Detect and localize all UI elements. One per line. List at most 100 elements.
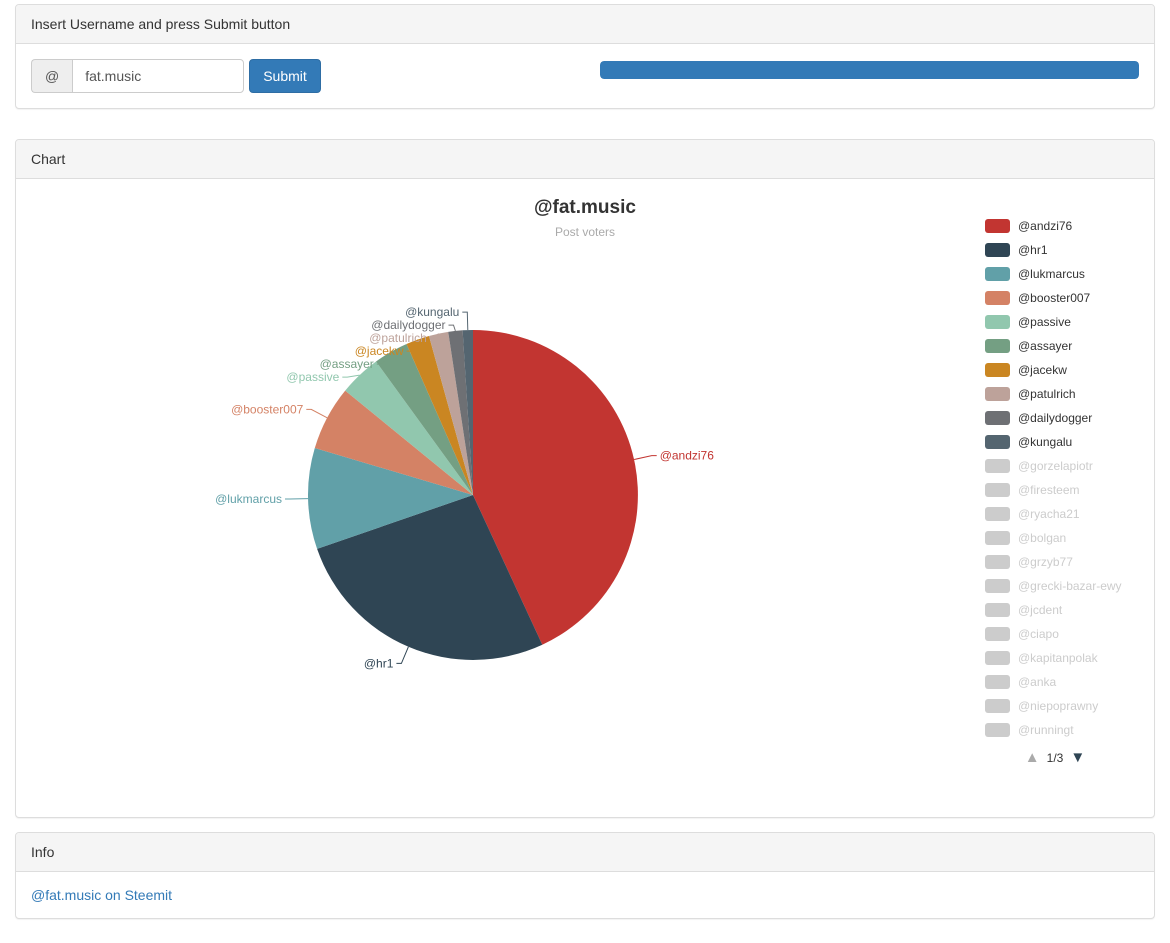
pie-label-line [449, 325, 456, 331]
pie-label: @passive [286, 370, 339, 384]
legend-page-up-icon[interactable]: ▲ [1025, 750, 1040, 765]
username-input-group: @ [31, 59, 244, 93]
legend-item-booster007[interactable]: @booster007 [985, 286, 1155, 310]
legend-item-ryacha21[interactable]: @ryacha21 [985, 502, 1155, 526]
legend-item-grzyb77[interactable]: @grzyb77 [985, 550, 1155, 574]
legend-label: @ciapo [1018, 627, 1059, 641]
legend-label: @kungalu [1018, 435, 1072, 449]
legend-item-passive[interactable]: @passive [985, 310, 1155, 334]
legend-swatch [985, 387, 1010, 401]
legend-swatch [985, 723, 1010, 737]
legend-item-gorzelapiotr[interactable]: @gorzelapiotr [985, 454, 1155, 478]
legend-item-patulrich[interactable]: @patulrich [985, 382, 1155, 406]
chart-panel-body: @fat.music Post voters @andzi76@hr1@lukm… [16, 179, 1154, 817]
pie-label: @assayer [320, 357, 374, 371]
legend-swatch [985, 291, 1010, 305]
progress-bar [600, 61, 1139, 79]
legend-label: @dailydogger [1018, 411, 1092, 425]
legend-label: @hr1 [1018, 243, 1048, 257]
pie-label: @booster007 [231, 402, 304, 416]
pie-label: @lukmarcus [215, 492, 282, 506]
legend-label: @booster007 [1018, 291, 1090, 305]
legend-swatch [985, 459, 1010, 473]
username-input[interactable] [72, 59, 244, 93]
username-panel: Insert Username and press Submit button … [15, 4, 1155, 109]
legend-swatch [985, 627, 1010, 641]
legend-item-assayer[interactable]: @assayer [985, 334, 1155, 358]
legend-page-down-icon[interactable]: ▼ [1070, 750, 1085, 765]
pie-label: @patulrich [369, 331, 427, 345]
legend-swatch [985, 363, 1010, 377]
pie-svg: @andzi76 @hr1 @lukmarcus @booster007 @passiv… [31, 194, 1139, 802]
legend-label: @jcdent [1018, 603, 1062, 617]
username-panel-body: @ Submit [16, 44, 1154, 108]
legend-swatch [985, 675, 1010, 689]
legend-label: @andzi76 [1018, 219, 1072, 233]
legend-swatch [985, 411, 1010, 425]
legend-label: @grecki-bazar-ewy [1018, 579, 1122, 593]
legend-label: @gorzelapiotr [1018, 459, 1093, 473]
at-sign-addon: @ [31, 59, 72, 93]
legend-label: @kapitanpolak [1018, 651, 1098, 665]
pie-label-line [396, 647, 408, 664]
legend-item-jcdent[interactable]: @jcdent [985, 598, 1155, 622]
legend-swatch [985, 315, 1010, 329]
steemit-profile-link[interactable]: @fat.music on Steemit [31, 887, 172, 903]
legend-item-andzi76[interactable]: @andzi76 [985, 214, 1155, 238]
legend-swatch [985, 555, 1010, 569]
username-panel-heading: Insert Username and press Submit button [16, 5, 1154, 44]
legend-label: @ryacha21 [1018, 507, 1080, 521]
legend-label: @passive [1018, 315, 1071, 329]
legend-item-firesteem[interactable]: @firesteem [985, 478, 1155, 502]
legend-item-grecki-bazar-ewy[interactable]: @grecki-bazar-ewy [985, 574, 1155, 598]
legend-item-runningt[interactable]: @runningt [985, 718, 1155, 742]
pie-label-line [462, 312, 468, 330]
legend-swatch [985, 531, 1010, 545]
legend-label: @runningt [1018, 723, 1074, 737]
pie-label-line [342, 375, 359, 377]
info-panel-heading: Info [16, 833, 1154, 872]
legend-pager: ▲ 1/3 ▼ [985, 750, 1125, 765]
legend-swatch [985, 267, 1010, 281]
legend-item-niepoprawny[interactable]: @niepoprawny [985, 694, 1155, 718]
chart-legend: @andzi76 @hr1 @lukmarcus @booster007 @passiv… [985, 214, 1155, 742]
legend-item-bolgan[interactable]: @bolgan [985, 526, 1155, 550]
legend-label: @niepoprawny [1018, 699, 1098, 713]
legend-item-lukmarcus[interactable]: @lukmarcus [985, 262, 1155, 286]
legend-swatch [985, 483, 1010, 497]
legend-swatch [985, 339, 1010, 353]
legend-label: @lukmarcus [1018, 267, 1085, 281]
legend-label: @grzyb77 [1018, 555, 1073, 569]
pie-label: @dailydogger [371, 318, 445, 332]
legend-label: @firesteem [1018, 483, 1080, 497]
pie-label: @kungalu [405, 305, 459, 319]
legend-swatch [985, 243, 1010, 257]
chart-panel: Chart @fat.music Post voters @andzi76@hr… [15, 139, 1155, 818]
legend-item-dailydogger[interactable]: @dailydogger [985, 406, 1155, 430]
legend-label: @patulrich [1018, 387, 1076, 401]
pie-chart: @fat.music Post voters @andzi76@hr1@lukm… [31, 194, 1139, 802]
submit-button[interactable]: Submit [249, 59, 321, 93]
legend-item-ciapo[interactable]: @ciapo [985, 622, 1155, 646]
legend-swatch [985, 507, 1010, 521]
legend-swatch [985, 699, 1010, 713]
legend-label: @bolgan [1018, 531, 1066, 545]
legend-swatch [985, 579, 1010, 593]
legend-item-kapitanpolak[interactable]: @kapitanpolak [985, 646, 1155, 670]
progress-track [600, 61, 1139, 79]
pie-label: @andzi76 [660, 449, 715, 463]
legend-item-hr1[interactable]: @hr1 [985, 238, 1155, 262]
legend-swatch [985, 435, 1010, 449]
legend-item-jacekw[interactable]: @jacekw [985, 358, 1155, 382]
legend-label: @anka [1018, 675, 1056, 689]
legend-label: @jacekw [1018, 363, 1067, 377]
pie-label: @jacekw [355, 344, 404, 358]
legend-item-anka[interactable]: @anka [985, 670, 1155, 694]
legend-page-label: 1/3 [1047, 751, 1064, 765]
legend-item-kungalu[interactable]: @kungalu [985, 430, 1155, 454]
pie-label-line [634, 456, 657, 460]
chart-panel-heading: Chart [16, 140, 1154, 179]
info-panel-body: @fat.music on Steemit [16, 872, 1154, 918]
pie-label-line [306, 409, 327, 417]
